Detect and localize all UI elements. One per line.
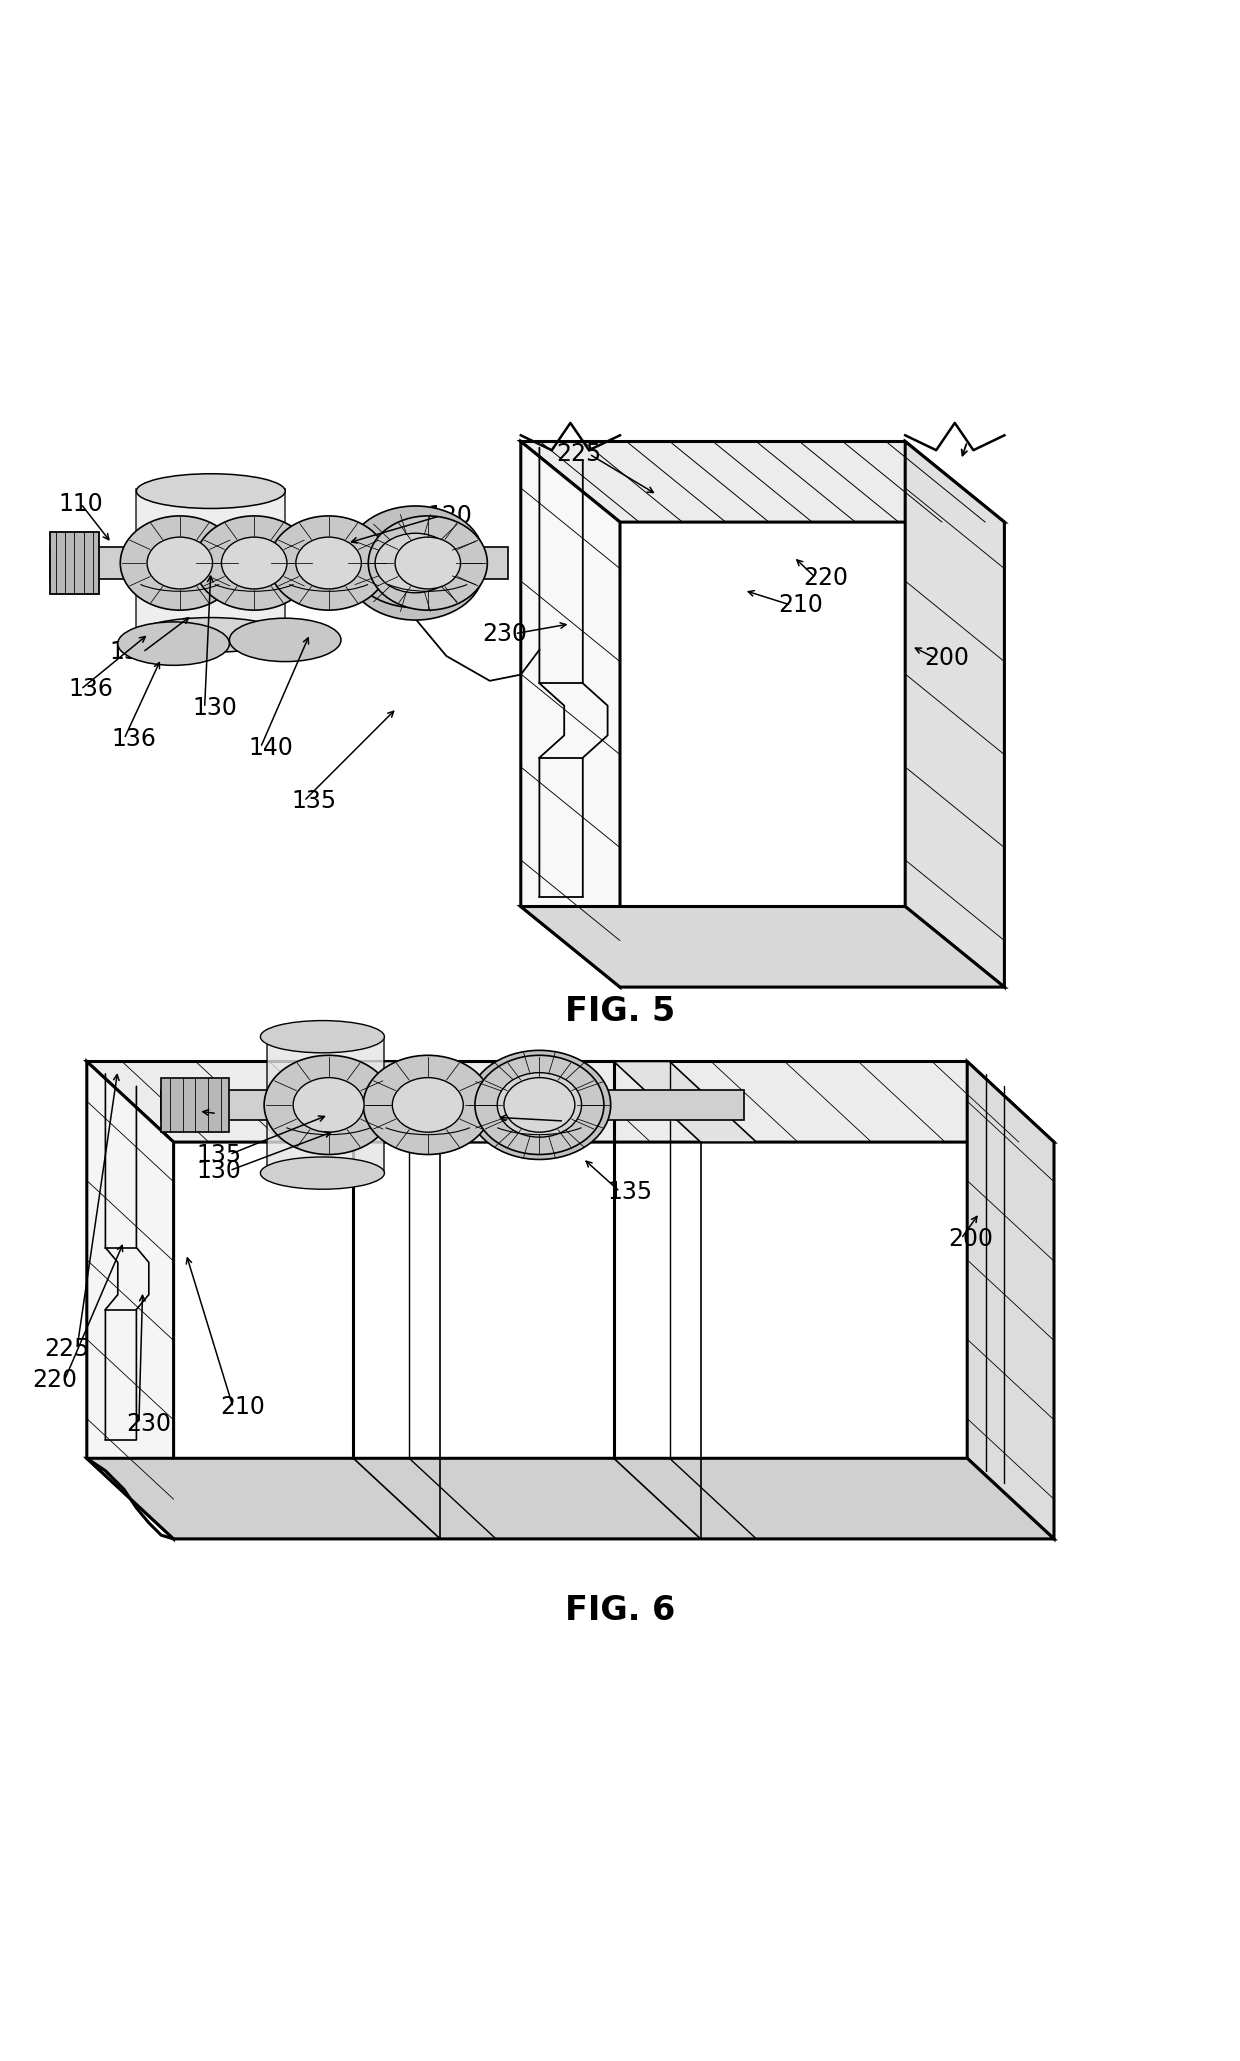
Ellipse shape: [148, 538, 212, 589]
Polygon shape: [50, 546, 508, 579]
Ellipse shape: [363, 1055, 492, 1154]
Text: 120: 120: [552, 1109, 596, 1134]
Ellipse shape: [229, 618, 341, 662]
Ellipse shape: [374, 534, 456, 594]
Ellipse shape: [497, 1072, 582, 1138]
Ellipse shape: [467, 1051, 610, 1160]
Text: 220: 220: [804, 567, 848, 589]
Polygon shape: [87, 1061, 174, 1540]
Polygon shape: [161, 1090, 744, 1119]
Text: 130: 130: [197, 1158, 242, 1183]
Text: 130: 130: [192, 697, 237, 719]
Polygon shape: [521, 907, 1004, 987]
Text: 200: 200: [924, 647, 968, 670]
Ellipse shape: [120, 515, 239, 610]
Text: 220: 220: [32, 1369, 77, 1391]
Text: 135: 135: [197, 1142, 242, 1167]
Polygon shape: [87, 1061, 1054, 1142]
Ellipse shape: [293, 1078, 365, 1131]
Ellipse shape: [264, 1055, 393, 1154]
Ellipse shape: [260, 1020, 384, 1053]
Text: 135: 135: [608, 1179, 652, 1204]
Text: 136: 136: [68, 678, 113, 701]
Ellipse shape: [503, 1078, 575, 1131]
Polygon shape: [905, 441, 1004, 987]
Ellipse shape: [136, 618, 285, 651]
Ellipse shape: [136, 474, 285, 509]
Text: 110: 110: [185, 1103, 229, 1125]
Text: FIG. 6: FIG. 6: [565, 1595, 675, 1628]
Polygon shape: [521, 441, 620, 987]
Polygon shape: [50, 532, 99, 594]
Polygon shape: [136, 488, 285, 637]
Ellipse shape: [347, 507, 484, 608]
Ellipse shape: [475, 1055, 604, 1154]
Ellipse shape: [396, 538, 460, 589]
Text: 120: 120: [428, 503, 472, 528]
Polygon shape: [967, 1061, 1054, 1540]
Text: 225: 225: [45, 1338, 89, 1360]
Polygon shape: [353, 1061, 496, 1142]
Ellipse shape: [347, 519, 484, 620]
Polygon shape: [521, 441, 1004, 521]
Ellipse shape: [195, 515, 314, 610]
Text: 136: 136: [112, 728, 156, 750]
Ellipse shape: [260, 1156, 384, 1189]
Text: 135: 135: [110, 641, 155, 664]
Polygon shape: [161, 1078, 229, 1131]
Ellipse shape: [368, 515, 487, 610]
Ellipse shape: [392, 1078, 464, 1131]
Ellipse shape: [118, 622, 229, 666]
Text: 230: 230: [482, 622, 527, 645]
Text: 210: 210: [779, 594, 823, 616]
Ellipse shape: [296, 538, 361, 589]
Polygon shape: [267, 1037, 384, 1173]
Text: 230: 230: [126, 1412, 171, 1437]
Text: 140: 140: [248, 736, 293, 761]
Text: 225: 225: [557, 441, 601, 466]
Text: 110: 110: [58, 493, 103, 515]
Polygon shape: [614, 1061, 756, 1142]
Text: 135: 135: [291, 789, 336, 814]
Text: FIG. 5: FIG. 5: [565, 995, 675, 1028]
Polygon shape: [87, 1459, 1054, 1540]
Text: 210: 210: [221, 1395, 265, 1420]
Ellipse shape: [269, 515, 388, 610]
Text: 200: 200: [949, 1226, 993, 1251]
Ellipse shape: [222, 538, 286, 589]
